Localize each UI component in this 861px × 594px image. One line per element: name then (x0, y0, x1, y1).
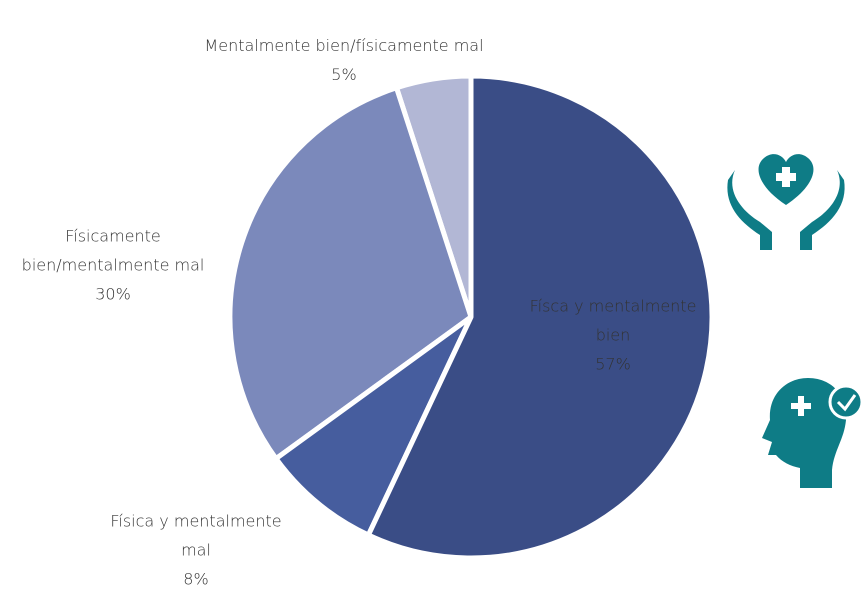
category-label: Físca y mentalmente bien (529, 296, 697, 345)
category-label: Físicamente bien/mentalmente mal (21, 226, 205, 275)
icon-hands-heart (727, 154, 845, 250)
category-label: Mentalmente bien/físicamente mal (204, 36, 484, 55)
value-label: 30% (95, 284, 131, 304)
slice-label: Físca y mentalmente bien 57% (513, 292, 713, 379)
value-label: 57% (595, 354, 631, 374)
pie-slice (365, 73, 715, 561)
value-label: 8% (183, 569, 209, 589)
slice-label: Física y mentalmente mal 8% (96, 507, 296, 594)
slice-label: Mentalmente bien/físicamente mal 5% (199, 31, 489, 89)
slice-label: Físicamente bien/mentalmente mal 30% (3, 222, 223, 309)
pie-slice (273, 314, 474, 538)
value-label: 5% (331, 65, 357, 84)
icon-head (762, 378, 861, 488)
category-label: Física y mentalmente mal (110, 511, 282, 560)
pie-slice (227, 85, 474, 462)
